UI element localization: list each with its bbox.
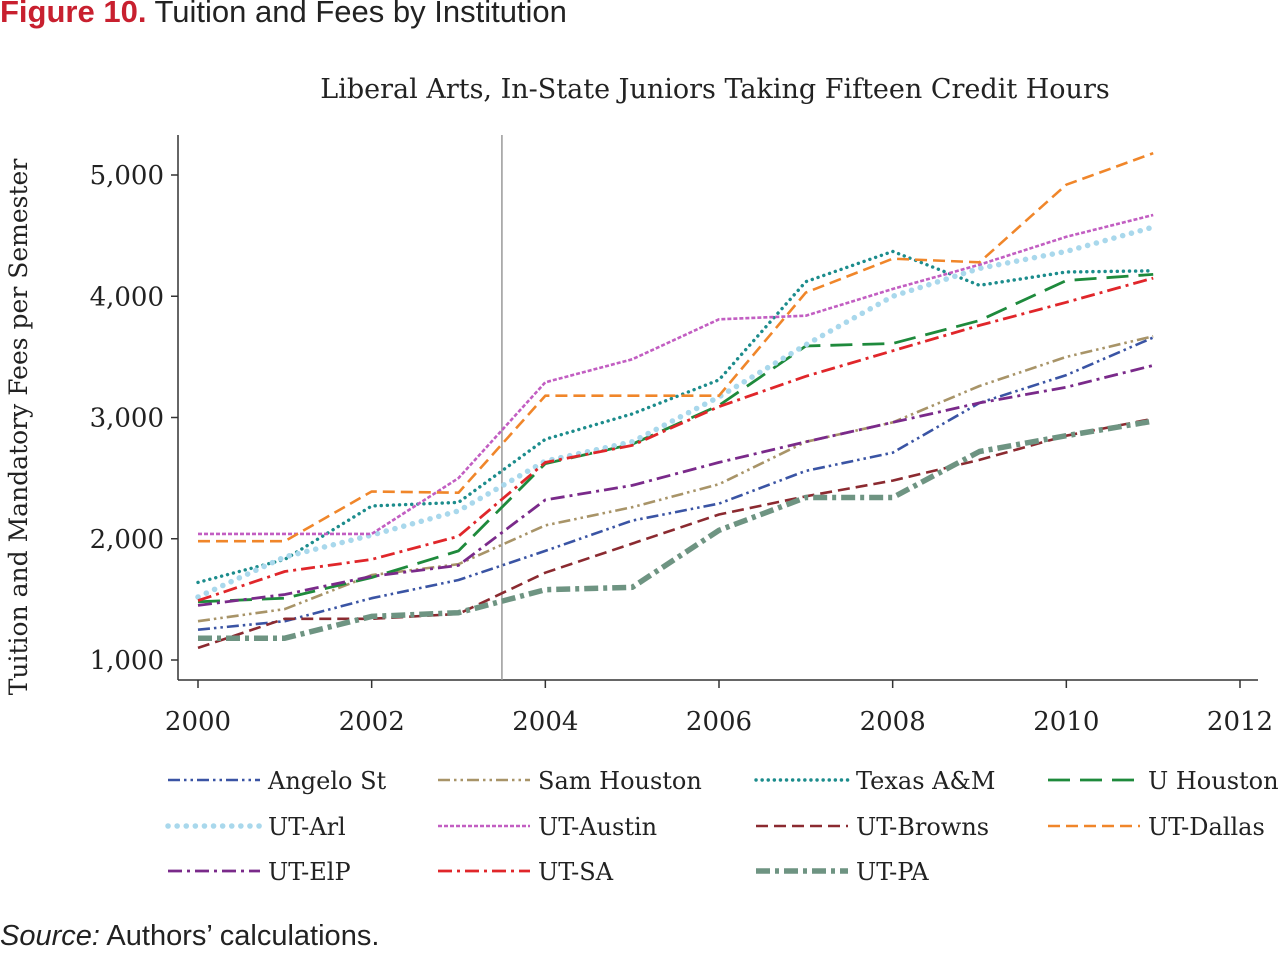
y-tick-label: 4,000 (90, 282, 164, 312)
series-line (197, 335, 1154, 623)
x-tick-label: 2010 (1033, 707, 1099, 737)
legend-label: UT-Browns (856, 813, 989, 841)
legend-label: UT-SA (538, 858, 614, 886)
x-tick-label: 2000 (165, 707, 231, 737)
legend-label: Texas A&M (856, 767, 995, 795)
y-tick-label: 5,000 (90, 161, 164, 191)
series-line (197, 417, 1154, 650)
x-tick-label: 2008 (860, 707, 926, 737)
y-tick-label: 2,000 (90, 525, 164, 555)
source-text: Authors’ calculations. (106, 920, 380, 952)
figure-number: Figure 10. (0, 0, 147, 29)
source-label: Source: (0, 920, 100, 952)
y-tick-label: 1,000 (90, 646, 164, 676)
legend: Angelo St Sam Houston Texas A&M U Houston UT… (165, 767, 1279, 886)
x-tick-label: 2012 (1207, 707, 1273, 737)
legend-label: UT-PA (856, 858, 929, 886)
series-line (196, 249, 1155, 585)
series-line (197, 273, 1154, 604)
series-line (195, 224, 1156, 600)
legend-label: UT-Austin (538, 813, 657, 841)
legend-label: Angelo St (267, 767, 387, 795)
figure-title: Figure 10. Tuition and Fees by Instituti… (0, 0, 567, 30)
series-line (198, 151, 1154, 543)
legend-label: UT-Arl (268, 813, 346, 841)
legend-label: Sam Houston (538, 767, 702, 795)
x-tick-label: 2002 (339, 707, 405, 737)
chart-title: Liberal Arts, In-State Juniors Taking Fi… (320, 74, 1109, 105)
series-lines (195, 151, 1156, 650)
series-line (197, 276, 1154, 602)
x-tick-label: 2004 (512, 707, 578, 737)
legend-label: UT-Dallas (1148, 813, 1265, 841)
legend-label: UT-ElP (268, 858, 351, 886)
figure-title-text: Tuition and Fees by Institution (154, 0, 567, 29)
series-line (197, 364, 1154, 607)
legend-label: U Houston (1148, 767, 1279, 795)
series-line (198, 213, 1154, 536)
y-tick-label: 3,000 (90, 404, 164, 434)
y-axis-label: Tuition and Mandatory Fees per Semester (4, 159, 33, 696)
series-line (198, 418, 1154, 641)
source-note: Source: Authors’ calculations. (0, 920, 379, 953)
series-line (197, 336, 1154, 631)
axes: 1,000 2,000 3,000 4,000 5,000 2000 2002 2004 200… (90, 135, 1273, 737)
x-tick-label: 2006 (686, 707, 752, 737)
